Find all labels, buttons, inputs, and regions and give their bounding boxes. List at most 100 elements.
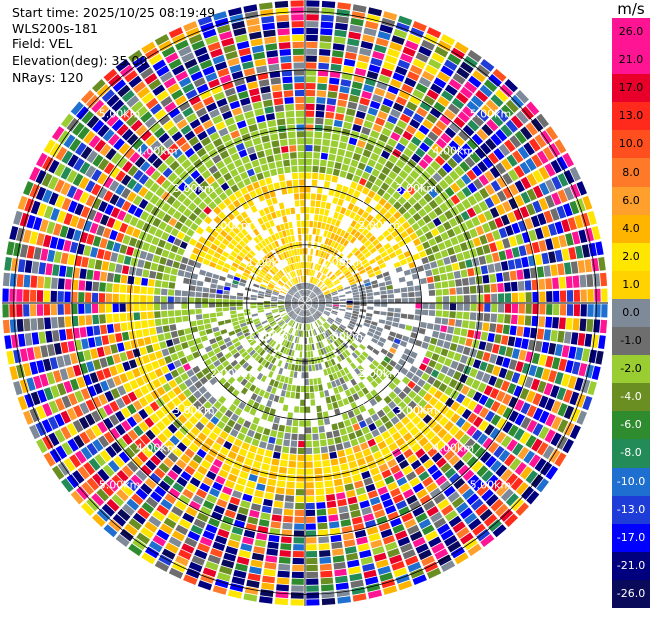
- range-gate: [334, 162, 341, 169]
- range-gate: [381, 295, 387, 299]
- range-gate: [505, 304, 511, 313]
- range-gate: [186, 354, 194, 362]
- range-gate: [306, 503, 315, 509]
- range-gate: [141, 320, 148, 328]
- range-gate: [310, 207, 315, 213]
- range-gate: [137, 338, 145, 347]
- range-gate: [310, 393, 315, 399]
- range-gate: [326, 432, 333, 439]
- range-gate: [330, 182, 337, 189]
- range-gate: [406, 256, 414, 263]
- range-gate: [51, 304, 57, 315]
- range-gate: [253, 546, 265, 554]
- range-gate: [391, 327, 398, 333]
- range-gate: [306, 152, 313, 158]
- range-gate: [254, 166, 262, 174]
- range-gate: [345, 194, 352, 202]
- range-gate: [352, 11, 366, 19]
- range-gate: [250, 298, 256, 301]
- range-gate: [415, 291, 422, 296]
- range-gate: [155, 319, 162, 326]
- range-gate: [510, 271, 517, 281]
- range-gate: [305, 207, 309, 213]
- range-gate: [330, 417, 337, 424]
- range-gate: [110, 344, 118, 354]
- range-gate: [340, 301, 346, 303]
- range-gate: [310, 249, 313, 255]
- range-gate: [291, 434, 297, 441]
- range-gate: [423, 263, 430, 270]
- range-gate: [336, 184, 343, 191]
- range-gate: [498, 304, 504, 313]
- range-gate: [318, 63, 329, 70]
- range-gate: [568, 247, 576, 260]
- range-gate: [237, 303, 243, 306]
- range-gate: [552, 317, 559, 328]
- range-gate: [306, 35, 318, 41]
- range-gate: [511, 315, 518, 325]
- range-gate: [318, 419, 324, 426]
- range-gate: [318, 523, 328, 530]
- range-gate: [318, 215, 323, 222]
- range-gate: [463, 251, 471, 260]
- range-gate: [188, 304, 194, 309]
- range-gate: [348, 497, 358, 505]
- range-gate: [388, 308, 394, 312]
- range-gate: [136, 330, 143, 338]
- range-gate: [600, 320, 607, 334]
- range-gate: [452, 263, 460, 271]
- range-gate: [120, 304, 126, 312]
- range-gate: [545, 278, 552, 289]
- range-gate: [456, 287, 463, 294]
- range-gate: [218, 280, 225, 285]
- range-gate: [264, 301, 270, 303]
- range-gate: [212, 327, 219, 333]
- range-gate: [465, 338, 473, 347]
- range-gate: [179, 336, 186, 343]
- range-gate: [306, 572, 318, 578]
- range-gate: [260, 589, 274, 597]
- range-gate: [192, 247, 200, 254]
- range-gate: [499, 251, 507, 261]
- range-gate: [328, 91, 338, 98]
- range-gate: [519, 304, 525, 314]
- range-gate: [295, 399, 300, 405]
- range-gate: [283, 516, 293, 523]
- range-gate: [13, 350, 21, 364]
- range-gate: [54, 343, 62, 355]
- range-gate: [347, 303, 353, 305]
- range-gate: [338, 400, 344, 407]
- range-gate: [277, 480, 286, 487]
- range-gate: [196, 343, 204, 350]
- range-gate: [322, 139, 330, 146]
- range-gate: [171, 268, 178, 275]
- range-gate: [237, 313, 244, 317]
- range-gate: [546, 304, 552, 315]
- range-gate: [78, 292, 84, 302]
- range-gate: [58, 291, 64, 302]
- range-gate: [146, 345, 154, 354]
- range-gate: [275, 494, 284, 501]
- range-gate: [6, 351, 14, 365]
- range-gate: [170, 275, 177, 282]
- range-gate: [278, 474, 286, 481]
- range-gate: [203, 287, 210, 292]
- range-gate: [505, 347, 513, 357]
- range-gate: [93, 271, 100, 281]
- range-gate: [115, 264, 123, 273]
- range-gate: [559, 277, 566, 289]
- range-gate: [162, 250, 170, 258]
- range-gate: [279, 467, 287, 474]
- range-gate: [442, 281, 449, 288]
- range-gate: [288, 468, 296, 475]
- range-gate: [408, 292, 414, 297]
- range-gate: [260, 512, 270, 520]
- range-gate: [422, 297, 428, 302]
- range-gate: [470, 312, 477, 320]
- range-gate: [140, 304, 146, 311]
- range-gate: [600, 273, 607, 287]
- range-gate: [373, 314, 380, 318]
- range-gate: [471, 304, 477, 312]
- range-gate: [158, 358, 166, 367]
- range-gate: [498, 293, 504, 302]
